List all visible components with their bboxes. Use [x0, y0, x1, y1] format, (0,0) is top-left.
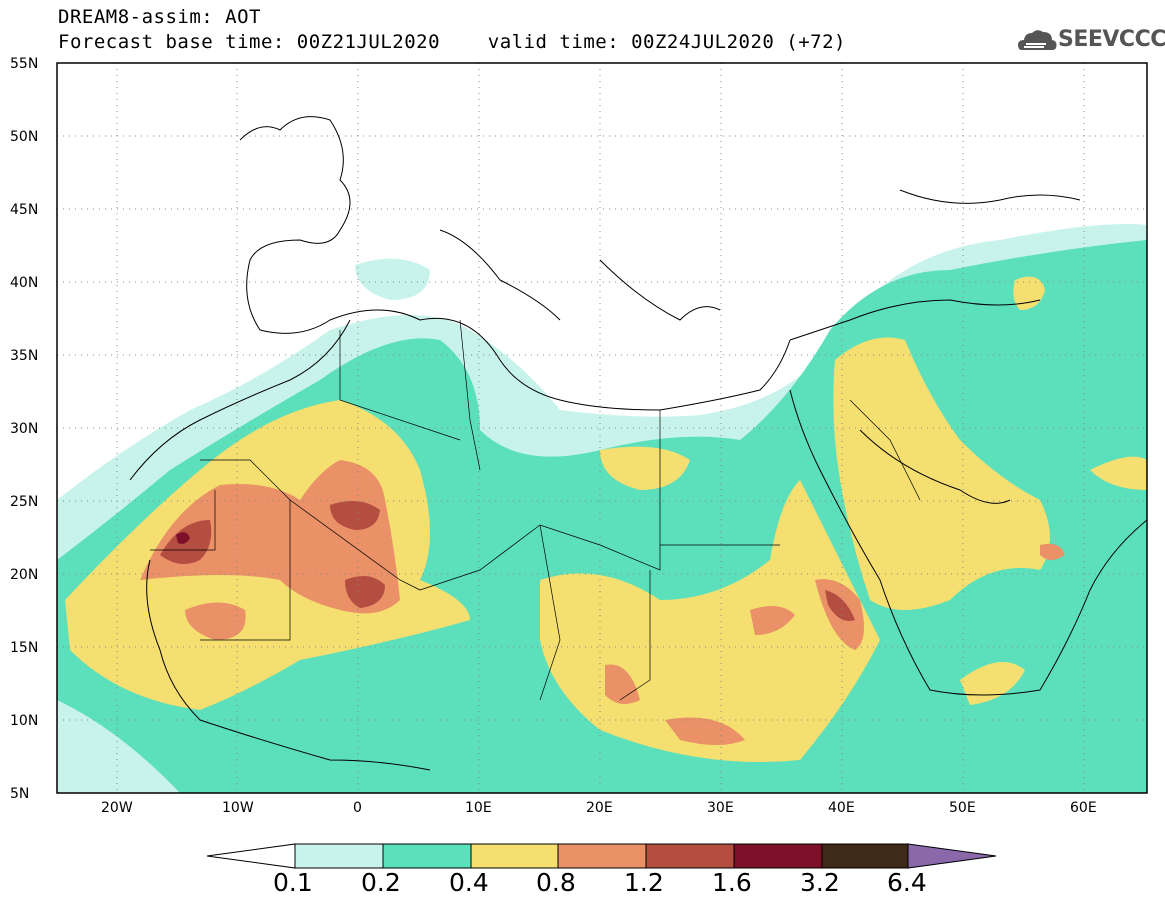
lon-label: 0 — [353, 800, 362, 816]
forecast-times: Forecast base time: 00Z21JUL2020 valid t… — [58, 31, 846, 53]
lat-label: 50N — [10, 129, 39, 145]
lon-label: 20E — [586, 800, 613, 816]
lon-label: 10W — [222, 800, 254, 816]
lat-label: 25N — [10, 494, 39, 510]
lon-label: 30E — [707, 800, 734, 816]
colorbar-label: 0.4 — [449, 868, 489, 897]
lat-label: 40N — [10, 275, 39, 291]
logo-text: SEEVCCC — [1058, 27, 1165, 52]
colorbar-label: 3.2 — [800, 868, 840, 897]
colorbar-label: 0.1 — [273, 868, 313, 897]
map-title: DREAM8-assim: AOT — [58, 6, 261, 28]
lat-label: 30N — [10, 421, 39, 437]
lat-label: 5N — [10, 786, 30, 802]
lat-label: 35N — [10, 348, 39, 364]
lon-label: 50E — [949, 800, 976, 816]
coastlines — [129, 116, 1147, 771]
borders — [150, 319, 921, 701]
lon-label: 20W — [101, 800, 133, 816]
lat-label: 45N — [10, 202, 39, 218]
lat-label: 15N — [10, 640, 39, 656]
colorbar-label: 0.8 — [536, 868, 576, 897]
lat-label: 10N — [10, 713, 39, 729]
lat-label: 55N — [10, 56, 39, 72]
colorbar-label: 1.6 — [712, 868, 752, 897]
colorbar — [206, 843, 997, 869]
lat-label: 20N — [10, 567, 39, 583]
lon-label: 10E — [465, 800, 492, 816]
colorbar-label: 6.4 — [887, 868, 927, 897]
colorbar-label: 1.2 — [624, 868, 664, 897]
aot-band-1.6 — [176, 532, 190, 544]
colorbar-label: 0.2 — [361, 868, 401, 897]
cloud-icon — [1018, 30, 1057, 50]
lon-label: 60E — [1070, 800, 1097, 816]
lon-label: 40E — [828, 800, 855, 816]
